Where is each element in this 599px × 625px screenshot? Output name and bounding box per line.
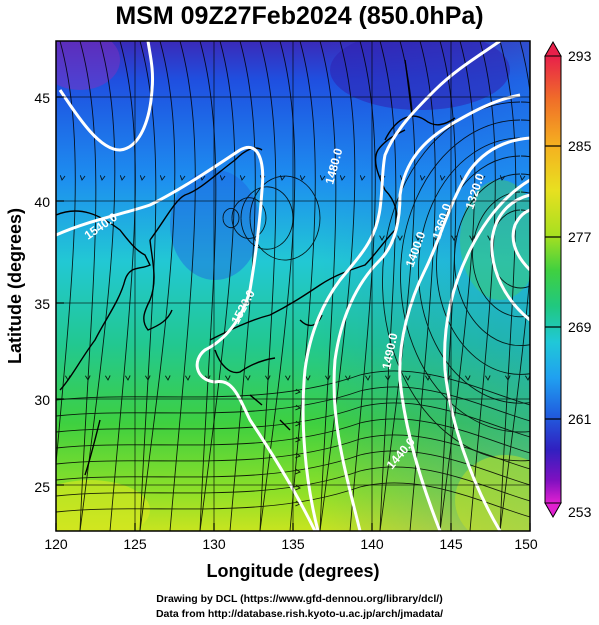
colorbar-label: 253 [568,504,592,520]
credit-line-data: Data from http://database.rish.kyoto-u.a… [155,608,444,620]
colorbar-label: 269 [568,319,592,335]
colorbar: 293 285 277 269 261 253 [544,40,592,520]
height-contours [56,41,530,531]
x-axis-title: Longitude (degrees) [206,561,379,581]
y-tick-label: 25 [34,479,50,495]
x-tick-label: 130 [202,536,226,552]
credit-line-drawing: Drawing by DCL (https://www.gfd-dennou.o… [156,593,443,605]
map-title: MSM 09Z27Feb2024 (850.0hPa) [115,2,484,30]
graticule [56,41,530,531]
temperature-field: 1520.0 1480.0 1400.0 1360.0 1320.0 1440.… [56,41,530,531]
coastlines [56,59,456,476]
colorbar-label: 285 [568,138,592,154]
x-tick-label: 140 [360,536,384,552]
y-tick-label: 40 [34,194,50,210]
axis-ticks [55,96,531,531]
y-tick-label: 35 [34,296,50,312]
y-axis-title: Latitude (degrees) [5,208,25,364]
colorbar-label: 277 [568,229,592,245]
x-tick-label: 150 [514,536,538,552]
y-tick-label: 30 [34,392,50,408]
colorbar-label: 293 [568,48,592,64]
x-tick-label: 145 [439,536,463,552]
x-tick-label: 135 [281,536,305,552]
x-tick-label: 125 [123,536,147,552]
x-tick-label: 120 [44,536,68,552]
y-tick-label: 45 [34,90,50,106]
colorbar-label: 261 [568,411,592,427]
